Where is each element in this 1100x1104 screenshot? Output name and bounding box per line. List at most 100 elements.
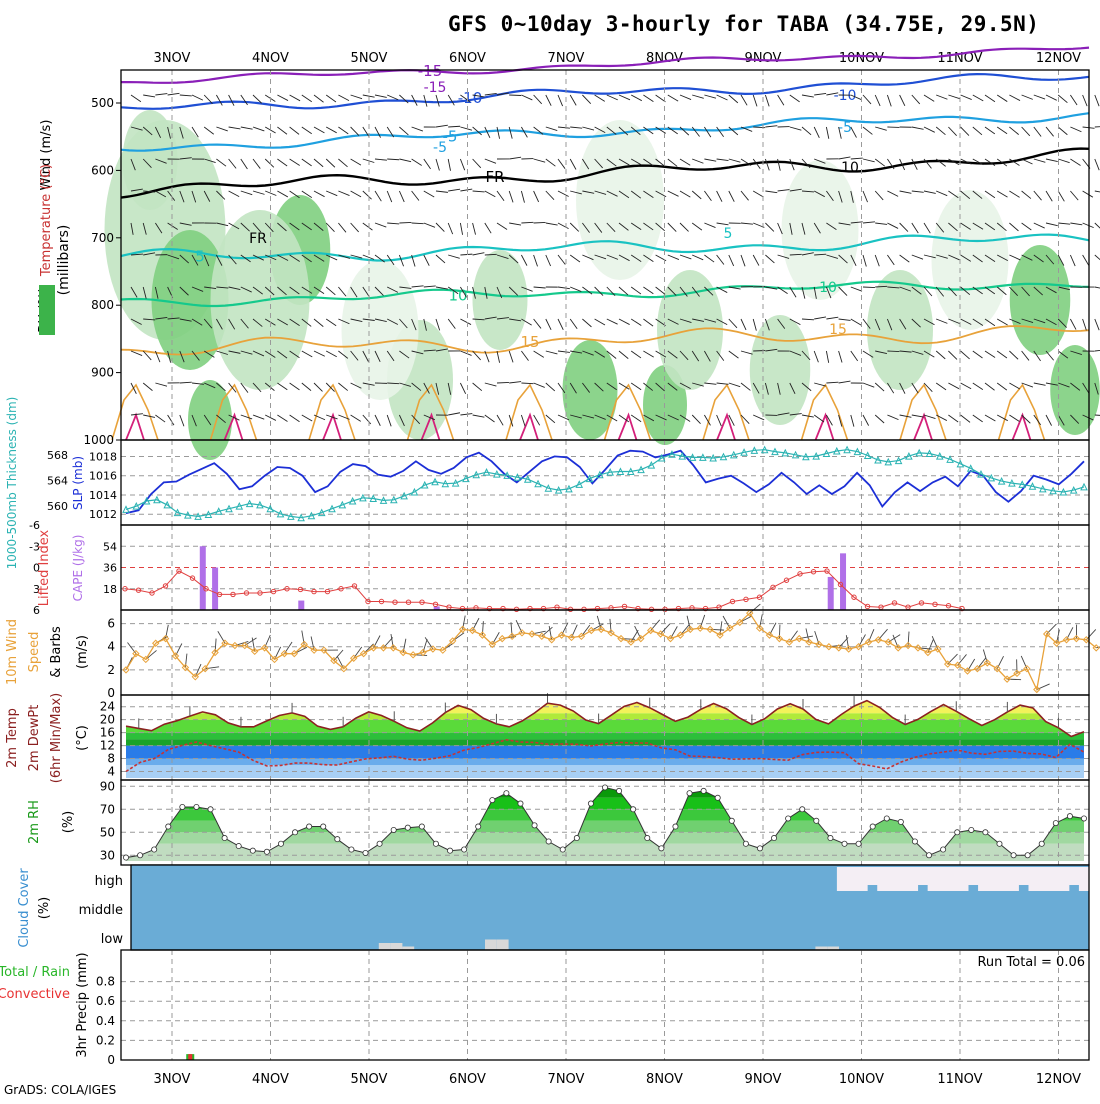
temp-band-2 bbox=[121, 746, 1089, 759]
rh2m-point-48 bbox=[800, 807, 805, 812]
rh2m-point-67 bbox=[1067, 814, 1072, 819]
rh-shade-14 bbox=[932, 190, 1009, 330]
date-label-top-2: 5NOV bbox=[351, 51, 388, 66]
pressure-tick-600: 600 bbox=[91, 163, 114, 177]
wind-frame bbox=[121, 610, 1089, 695]
pressure-tick-700: 700 bbox=[91, 231, 114, 245]
cape-bar-0 bbox=[200, 546, 206, 610]
rh-shade-4 bbox=[188, 380, 232, 460]
cloud-high-73 bbox=[867, 867, 878, 885]
rh2m-point-52 bbox=[856, 841, 861, 846]
rh2m-point-13 bbox=[307, 824, 312, 829]
rh2m-point-19 bbox=[391, 827, 396, 832]
temp-band-3 bbox=[121, 739, 1089, 745]
date-label-bottom-4: 7NOV bbox=[548, 1072, 585, 1087]
rh2m-point-21 bbox=[419, 824, 424, 829]
rh2m-point-54 bbox=[884, 816, 889, 821]
rh-band-1 bbox=[121, 832, 1089, 843]
isotherm-label-1: -10 bbox=[458, 89, 483, 107]
rh-shade-6 bbox=[473, 250, 528, 350]
rh2m-point-10 bbox=[264, 849, 269, 854]
temp-band-1 bbox=[121, 759, 1089, 765]
wind-barb-79-6 bbox=[1095, 287, 1100, 289]
rh-tick-70: 70 bbox=[100, 802, 115, 816]
rh2m-point-41 bbox=[701, 788, 706, 793]
cloud-high-86 bbox=[998, 867, 1009, 891]
cloud-low-30 bbox=[485, 940, 497, 951]
lifted-index-line bbox=[125, 571, 962, 609]
rh2m-point-22 bbox=[433, 841, 438, 846]
rh2m-point-3 bbox=[166, 824, 171, 829]
rh2m-point-9 bbox=[250, 848, 255, 853]
contour-label-extra-5: 5 bbox=[724, 226, 733, 242]
cloud-high-70 bbox=[837, 867, 848, 891]
wind-barb-79-7 bbox=[1095, 319, 1099, 330]
rh-tick-50: 50 bbox=[100, 825, 115, 839]
ylabel-wind10m-c: & Barbs bbox=[49, 626, 64, 678]
rh-band-3 bbox=[121, 809, 1089, 820]
rh2m-point-14 bbox=[321, 824, 326, 829]
temp-band-4 bbox=[121, 733, 1089, 739]
cape-tick-36: 36 bbox=[103, 562, 117, 575]
rh2m-point-64 bbox=[1025, 853, 1030, 858]
rh-shade-15 bbox=[342, 260, 419, 400]
precip-conv-bar-0 bbox=[188, 1054, 192, 1060]
isotherm-label-6: 15 bbox=[520, 333, 539, 351]
run-total-label: Run Total = 0.06 bbox=[977, 955, 1085, 970]
wind-barb-60-6 bbox=[863, 287, 875, 288]
rh2m-point-32 bbox=[574, 835, 579, 840]
cloud-level-low: low bbox=[101, 932, 124, 947]
rh2m-point-7 bbox=[222, 835, 227, 840]
ylabel-millibars: (millibars) bbox=[56, 225, 72, 296]
rh-shade-13 bbox=[1050, 345, 1100, 435]
date-label-bottom-8: 11NOV bbox=[937, 1072, 982, 1087]
temp-tick-4: 4 bbox=[107, 765, 115, 779]
rh2m-point-60 bbox=[969, 827, 974, 832]
rh2m-point-18 bbox=[377, 841, 382, 846]
thickness-tick-560: 560 bbox=[47, 500, 68, 513]
ylabel-precip-total: Total / Rain bbox=[0, 965, 70, 980]
temp-tick-20: 20 bbox=[100, 713, 115, 727]
rh2m-point-11 bbox=[278, 841, 283, 846]
wind-tick-2: 2 bbox=[107, 663, 115, 677]
wind-barb-21-9 bbox=[387, 383, 399, 384]
ylabel-precip: 3hr Precip (mm) bbox=[75, 952, 90, 1057]
rh2m-point-34 bbox=[602, 785, 607, 790]
contour-label-extra-7: -15 bbox=[424, 80, 447, 96]
ylabel-temp2m-b: 2m DewPt bbox=[27, 705, 42, 772]
rh2m-point-16 bbox=[349, 847, 354, 852]
cloud-high-75 bbox=[887, 867, 898, 891]
cloud-high-81 bbox=[948, 867, 959, 891]
rh2m-point-38 bbox=[659, 846, 664, 851]
cloud-level-high: high bbox=[95, 874, 123, 889]
wind-barb-79-5 bbox=[1095, 255, 1100, 263]
wind-barb-30-9 bbox=[497, 382, 509, 383]
rh2m-point-25 bbox=[476, 824, 481, 829]
cloud-high-87 bbox=[1008, 867, 1019, 891]
rh2m-point-23 bbox=[447, 848, 452, 853]
rh2m-point-0 bbox=[123, 855, 128, 860]
rh2m-point-20 bbox=[405, 825, 410, 830]
rh2m-point-29 bbox=[532, 823, 537, 828]
rh-shade-11 bbox=[867, 270, 933, 390]
rh2m-point-43 bbox=[729, 818, 734, 823]
wind10m-line bbox=[126, 613, 1096, 689]
wind-barb-22-4 bbox=[399, 222, 411, 223]
slp-line bbox=[126, 451, 1084, 514]
slp-tick-1016: 1016 bbox=[89, 470, 117, 483]
rh2m-point-63 bbox=[1011, 853, 1016, 858]
ylabel-cape: CAPE (J/kg) bbox=[71, 535, 85, 602]
cape-bar-5 bbox=[840, 553, 846, 610]
ylabel-thickness: 1000-500mb Thickness (dm) bbox=[5, 397, 19, 570]
cloud-high-78 bbox=[918, 867, 929, 885]
ylabel-slp: SLP (mb) bbox=[71, 456, 85, 510]
isotherm-label-0: -15 bbox=[418, 62, 443, 80]
slp-tick-1014: 1014 bbox=[89, 489, 117, 502]
cape-bar-2 bbox=[298, 601, 304, 610]
contour-label-extra-4: 15 bbox=[829, 322, 847, 338]
rh2m-point-35 bbox=[616, 788, 621, 793]
precip-tick-0.4: 0.4 bbox=[96, 1014, 115, 1028]
rh2m-point-5 bbox=[194, 804, 199, 809]
